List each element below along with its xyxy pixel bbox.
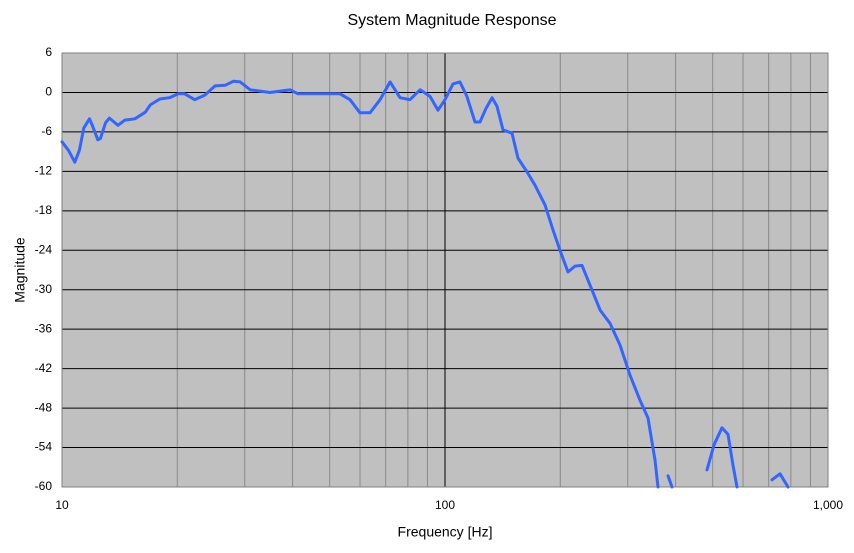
y-tick-label: 6 [45,45,52,59]
x-tick-label: 100 [435,498,455,512]
y-tick-label: -6 [41,124,52,138]
y-tick-label: -60 [35,479,53,493]
y-tick-label: -24 [35,242,53,256]
x-tick-label: 1,000 [813,498,843,512]
y-axis-label: Magnitude [12,237,28,303]
x-axis-label: Frequency [Hz] [398,524,493,540]
y-tick-label: 0 [45,85,52,99]
y-tick-label: -18 [35,203,53,217]
plot-border [61,52,829,488]
data-line [60,79,790,489]
y-tick-label: -12 [35,164,53,178]
y-tick-label: -54 [35,440,53,454]
y-tick-label: -36 [35,321,53,335]
y-tick-label: -30 [35,282,53,296]
y-tick-label: -48 [35,400,53,414]
chart-title: System Magnitude Response [348,12,557,29]
x-tick-label: 10 [55,498,69,512]
y-tick-label: -42 [35,361,53,375]
